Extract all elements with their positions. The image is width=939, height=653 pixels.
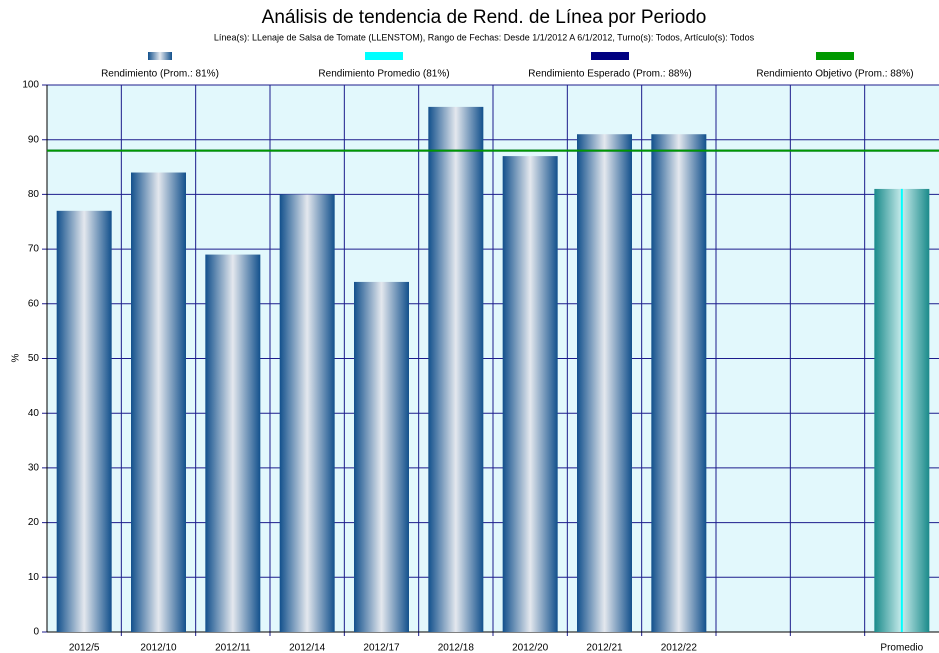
chart-subtitle: Línea(s): LLenaje de Salsa de Tomate (LL… bbox=[214, 32, 755, 42]
x-tick-label: 2012/10 bbox=[140, 643, 177, 653]
x-tick-label: 2012/18 bbox=[438, 643, 475, 653]
y-axis-label: % bbox=[11, 353, 22, 362]
legend-swatch bbox=[591, 52, 629, 60]
x-tick-label: 2012/5 bbox=[69, 643, 100, 653]
y-tick-label: 50 bbox=[28, 353, 40, 364]
legend-label: Rendimiento (Prom.: 81%) bbox=[101, 69, 219, 80]
y-tick-label: 0 bbox=[33, 627, 39, 638]
y-tick-label: 60 bbox=[28, 298, 40, 309]
bar bbox=[205, 254, 261, 632]
y-tick-label: 90 bbox=[28, 134, 40, 145]
y-tick-label: 70 bbox=[28, 244, 40, 255]
y-tick-label: 30 bbox=[28, 463, 40, 474]
x-tick-label: 2012/17 bbox=[363, 643, 400, 653]
legend-swatch bbox=[816, 52, 854, 60]
bar bbox=[428, 106, 484, 632]
y-tick-label: 40 bbox=[28, 408, 40, 419]
legend-label: Rendimiento Objetivo (Prom.: 88%) bbox=[756, 69, 913, 80]
bar bbox=[651, 134, 707, 633]
x-tick-label: Promedio bbox=[880, 643, 923, 653]
x-tick-label: 2012/11 bbox=[215, 643, 251, 653]
x-tick-label: 2012/22 bbox=[661, 643, 698, 653]
chart-title: Análisis de tendencia de Rend. de Línea … bbox=[262, 7, 707, 28]
bar bbox=[577, 134, 632, 633]
x-tick-label: 2012/20 bbox=[512, 643, 549, 653]
x-tick-label: 2012/21 bbox=[586, 643, 623, 653]
bar bbox=[56, 210, 112, 632]
y-tick-label: 10 bbox=[28, 572, 40, 583]
bar bbox=[354, 281, 409, 632]
x-tick-label: 2012/14 bbox=[289, 643, 326, 653]
bar bbox=[131, 172, 186, 632]
y-tick-label: 80 bbox=[28, 189, 40, 200]
legend-swatch bbox=[148, 52, 172, 60]
legend-label: Rendimiento Esperado (Prom.: 88%) bbox=[528, 69, 691, 80]
y-tick-label: 20 bbox=[28, 517, 40, 528]
legend-label: Rendimiento Promedio (81%) bbox=[318, 69, 449, 80]
y-tick-label: 100 bbox=[22, 80, 39, 91]
legend-swatch bbox=[365, 52, 403, 60]
bar bbox=[502, 156, 558, 633]
bar bbox=[279, 194, 335, 632]
